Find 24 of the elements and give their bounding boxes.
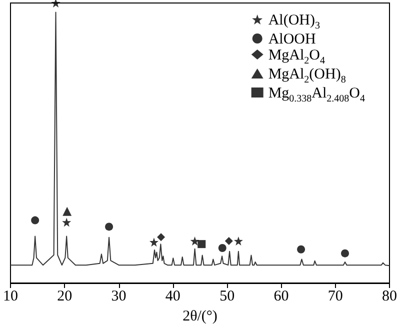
- point: [297, 245, 306, 254]
- x-tick-label: 20: [57, 288, 72, 304]
- x-tick-label: 60: [274, 288, 289, 304]
- x-axis-title: 2θ/(°): [182, 308, 218, 324]
- x-tick-label: 70: [328, 288, 343, 304]
- x-tick-label: 10: [3, 288, 18, 304]
- x-tick-label: 80: [382, 288, 397, 304]
- point: [218, 244, 226, 252]
- point: [198, 240, 206, 248]
- legend-label: AlOOH: [268, 32, 316, 48]
- x-tick-label: 30: [111, 288, 126, 304]
- x-tick-label: 50: [220, 288, 235, 304]
- point: [190, 236, 200, 246]
- point: [341, 249, 349, 258]
- point: [149, 238, 158, 247]
- point: [105, 222, 114, 231]
- point: [31, 216, 40, 224]
- point: [157, 233, 166, 242]
- x-tick-label: 40: [165, 288, 180, 304]
- point: [62, 206, 72, 216]
- point: [234, 236, 243, 246]
- point: [224, 237, 233, 245]
- point: [51, 0, 60, 8]
- point: [62, 218, 72, 227]
